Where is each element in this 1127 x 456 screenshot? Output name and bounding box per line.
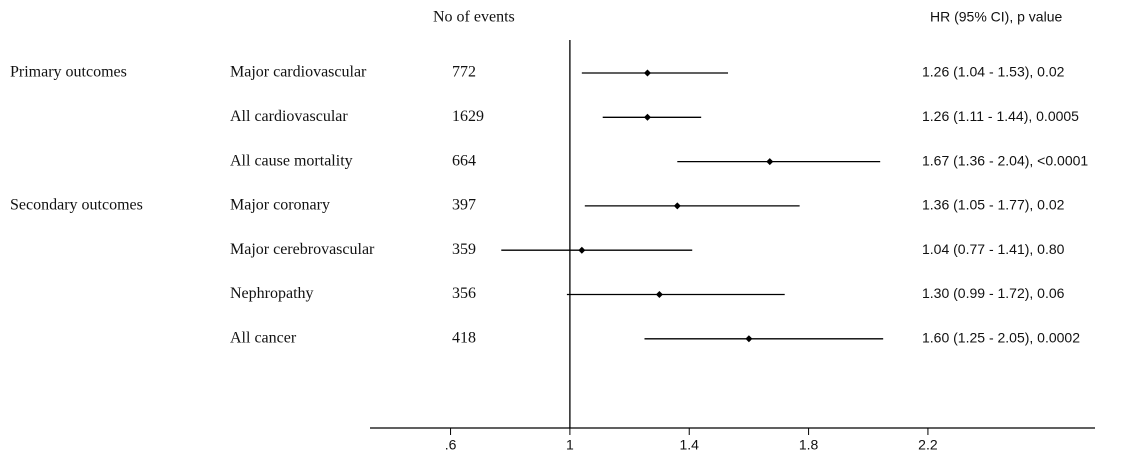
outcome-label: Nephropathy [230,285,314,302]
x-tick-label: .6 [445,437,457,453]
x-tick-label: 1.4 [680,437,700,453]
estimate-label: 1.04 (0.77 - 1.41), 0.80 [922,241,1065,257]
estimate-label: 1.67 (1.36 - 2.04), <0.0001 [922,152,1088,168]
outcome-label: All cancer [230,329,297,346]
estimate-header: HR (95% CI), p value [930,9,1062,25]
event-count: 418 [452,329,476,346]
point-estimate [745,335,753,343]
estimate-label: 1.60 (1.25 - 2.05), 0.0002 [922,330,1080,346]
event-count: 397 [452,197,476,214]
outcome-label: All cardiovascular [230,108,348,125]
event-count: 359 [452,241,476,258]
point-estimate [578,246,586,254]
estimate-label: 1.30 (0.99 - 1.72), 0.06 [922,285,1065,301]
estimate-label: 1.26 (1.04 - 1.53), 0.02 [922,64,1065,80]
point-estimate [673,202,681,210]
outcome-label: All cause mortality [230,152,353,169]
estimate-label: 1.26 (1.11 - 1.44), 0.0005 [922,108,1079,124]
group-label: Secondary outcomes [10,197,143,214]
outcome-label: Major cerebrovascular [230,241,375,258]
estimate-label: 1.36 (1.05 - 1.77), 0.02 [922,197,1065,213]
event-count: 1629 [452,108,484,125]
outcome-label: Major coronary [230,197,330,214]
event-count: 356 [452,285,476,302]
outcome-label: Major cardiovascular [230,64,367,81]
point-estimate [643,69,651,77]
x-tick-label: 1.8 [799,437,819,453]
events-header: No of events [433,9,515,26]
x-tick-label: 1 [566,437,574,453]
x-tick-label: 2.2 [918,437,938,453]
point-estimate [655,291,663,298]
event-count: 772 [452,64,476,81]
event-count: 664 [452,152,476,169]
group-label: Primary outcomes [10,64,127,81]
point-estimate [643,113,651,121]
point-estimate [766,158,774,166]
